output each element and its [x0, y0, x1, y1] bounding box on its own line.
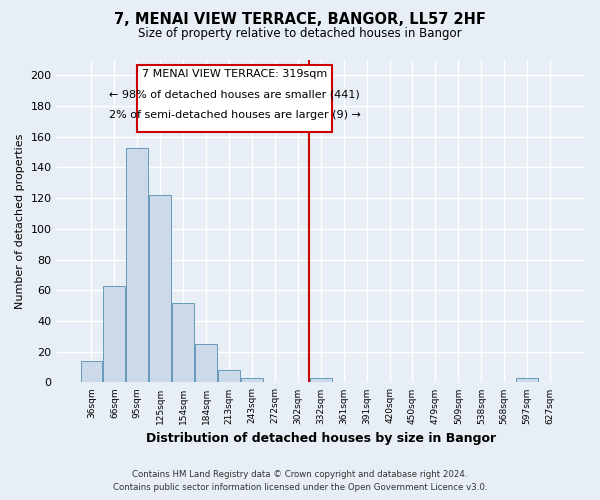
- Bar: [80, 361, 103, 382]
- Bar: [218, 370, 240, 382]
- Bar: [516, 378, 538, 382]
- Bar: [103, 286, 125, 382]
- Text: 2% of semi-detached houses are larger (9) →: 2% of semi-detached houses are larger (9…: [109, 110, 361, 120]
- Text: ← 98% of detached houses are smaller (441): ← 98% of detached houses are smaller (44…: [109, 90, 360, 100]
- Bar: [172, 302, 194, 382]
- Bar: [149, 195, 171, 382]
- Text: Contains HM Land Registry data © Crown copyright and database right 2024.
Contai: Contains HM Land Registry data © Crown c…: [113, 470, 487, 492]
- Text: 7 MENAI VIEW TERRACE: 319sqm: 7 MENAI VIEW TERRACE: 319sqm: [142, 69, 328, 79]
- Text: Size of property relative to detached houses in Bangor: Size of property relative to detached ho…: [138, 28, 462, 40]
- Bar: [310, 378, 332, 382]
- FancyBboxPatch shape: [137, 64, 332, 132]
- X-axis label: Distribution of detached houses by size in Bangor: Distribution of detached houses by size …: [146, 432, 496, 445]
- Bar: [127, 148, 148, 382]
- Bar: [241, 378, 263, 382]
- Text: 7, MENAI VIEW TERRACE, BANGOR, LL57 2HF: 7, MENAI VIEW TERRACE, BANGOR, LL57 2HF: [114, 12, 486, 28]
- Y-axis label: Number of detached properties: Number of detached properties: [15, 134, 25, 309]
- Bar: [195, 344, 217, 383]
